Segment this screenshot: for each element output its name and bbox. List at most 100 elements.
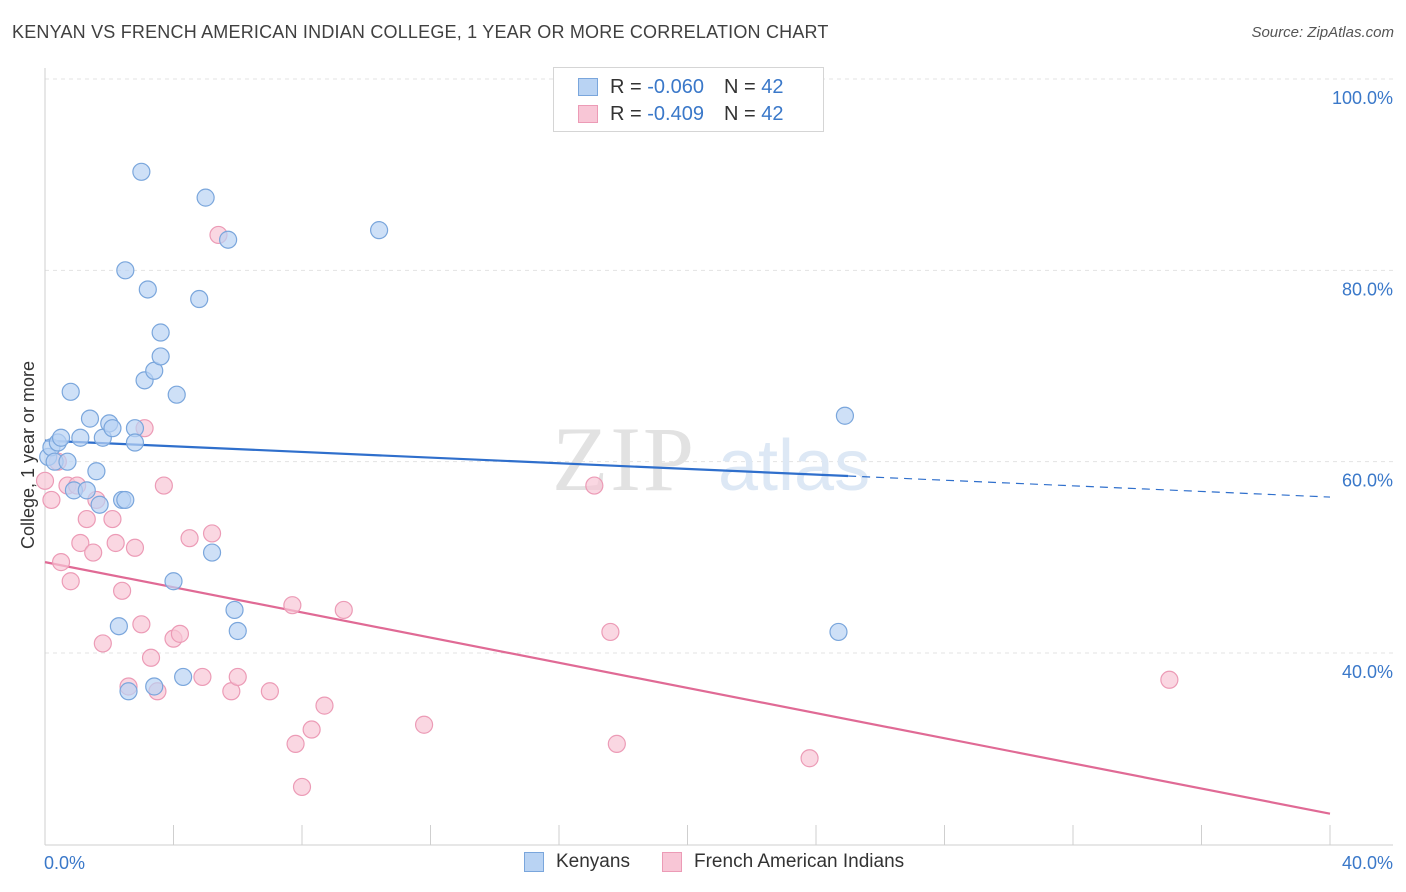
legend-swatch-french (578, 105, 598, 123)
kenyan-point (116, 490, 135, 510)
kenyan-point (145, 677, 164, 696)
french-point (180, 529, 199, 548)
french-point (51, 553, 71, 572)
kenyan-point (61, 382, 80, 401)
french-point (61, 572, 80, 591)
kenyan-point (164, 572, 183, 591)
kenyan-point (116, 261, 135, 280)
legend-n-value: 42 (761, 102, 784, 125)
french-point (193, 667, 212, 687)
french-point (154, 476, 173, 495)
kenyan-point (132, 162, 151, 181)
chart-title: KENYAN VS FRENCH AMERICAN INDIAN COLLEGE… (12, 22, 829, 42)
kenyan-point (190, 289, 209, 309)
kenyan-point (151, 347, 170, 366)
french-point (42, 490, 61, 510)
legend-box: R = -0.060 N = 42 R = -0.409 N = 42 (553, 67, 824, 132)
french-point (302, 720, 321, 739)
kenyan-point (125, 433, 145, 452)
kenyan-point (174, 667, 193, 687)
tick-labels: 100.0% 80.0% 60.0% 40.0% 0.0% 40.0% (44, 88, 1393, 873)
french-point (607, 734, 626, 753)
bottom-legend-french-label: French American Indians (694, 851, 905, 872)
bottom-swatch-french (662, 852, 682, 872)
bottom-legend: Kenyans French American Indians (0, 851, 1406, 879)
kenyan-point (219, 230, 238, 249)
french-point (315, 696, 334, 715)
bottom-swatch-kenyans (524, 852, 544, 872)
french-point (286, 734, 305, 753)
french-point (103, 509, 122, 529)
kenyan-trend-line (44, 439, 849, 478)
french-point (601, 622, 620, 642)
watermark-atlas: atlas (718, 426, 870, 506)
french-point (141, 648, 161, 667)
bottom-legend-kenyans-label: Kenyans (556, 851, 630, 872)
kenyan-point (167, 385, 186, 404)
legend-r-label: R = (610, 75, 642, 98)
legend-r-value: -0.409 (647, 102, 704, 125)
y-tick-label: 80.0% (1342, 279, 1393, 299)
french-point (334, 600, 353, 620)
french-point (125, 538, 145, 557)
kenyan-point (80, 409, 100, 428)
x-tick-label: 40.0% (1342, 853, 1393, 873)
kenyan-point (77, 481, 96, 500)
french-point (112, 581, 132, 600)
kenyan-point (103, 419, 122, 438)
french-point (71, 533, 90, 553)
kenyan-point (51, 428, 71, 447)
bottom-legend-kenyans: Kenyans (524, 851, 630, 873)
legend-n-label: N = (723, 75, 756, 98)
legend-swatch-kenyans (578, 78, 598, 96)
kenyan-point (87, 462, 106, 481)
kenyan-point (835, 406, 855, 425)
bottom-legend-french: French American Indians (662, 851, 904, 873)
legend-n-value: 42 (761, 75, 784, 98)
french-point (283, 596, 302, 615)
kenyan-point (71, 428, 90, 447)
watermark: ZIP atlas (552, 408, 870, 510)
source-label: Source: ZipAtlas.com (1251, 24, 1394, 41)
legend-r-label: R = (610, 102, 642, 125)
grid-layer (45, 78, 1393, 654)
french-point (585, 476, 604, 495)
french-point (170, 624, 190, 643)
legend-r-value: -0.060 (647, 75, 704, 98)
french-point (84, 543, 103, 562)
y-tick-label: 100.0% (1332, 88, 1393, 108)
y-tick-label: 40.0% (1342, 662, 1393, 682)
french-point (260, 682, 279, 701)
kenyan-trend-extension (848, 475, 1331, 498)
kenyan-point (829, 622, 848, 642)
kenyan-point (58, 452, 77, 471)
kenyan-point (109, 617, 128, 636)
kenyan-point (138, 280, 157, 299)
trend-lines (44, 439, 1331, 815)
french-trend-line (44, 561, 1331, 815)
kenyan-point (151, 323, 170, 342)
x-tick-label: 0.0% (44, 853, 85, 873)
legend-row-kenyans: R = -0.060 N = 42 (578, 74, 783, 100)
french-point (132, 615, 151, 634)
french-point (228, 667, 247, 687)
kenyan-point (228, 621, 247, 641)
french-point (1160, 670, 1179, 689)
legend-n-label: N = (723, 102, 756, 125)
kenyan-point (119, 682, 138, 701)
french-point (292, 777, 312, 797)
french-point (77, 509, 96, 529)
french-point (414, 715, 434, 734)
y-axis-label: College, 1 year or more (18, 361, 38, 549)
kenyan-point (196, 188, 215, 207)
legend-row-french: R = -0.409 N = 42 (578, 101, 783, 127)
y-tick-label: 60.0% (1342, 471, 1393, 491)
french-point (202, 524, 222, 543)
french-point (35, 471, 55, 490)
french-point (800, 749, 819, 768)
kenyan-point (202, 543, 222, 562)
french-point (93, 634, 112, 653)
kenyan-point (225, 600, 244, 620)
watermark-zip: ZIP (552, 408, 696, 510)
